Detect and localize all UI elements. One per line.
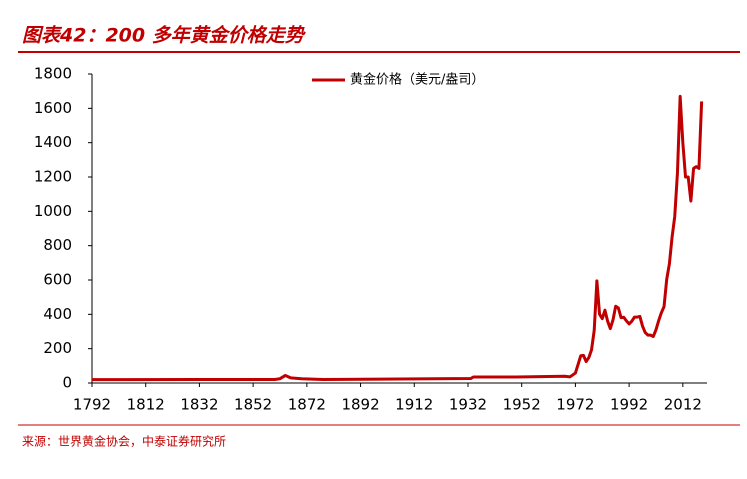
x-tick-label: 2012 [664, 396, 702, 414]
x-tick-label: 1932 [449, 396, 487, 414]
x-tick-label: 1852 [234, 396, 272, 414]
x-tick-label: 1812 [127, 396, 165, 414]
y-tick-label: 800 [43, 236, 72, 254]
x-tick-label: 1792 [73, 396, 111, 414]
series-line [91, 94, 704, 382]
y-tick-label: 1600 [34, 99, 72, 117]
x-tick-label: 1952 [503, 396, 541, 414]
y-tick-label: 1800 [34, 65, 72, 83]
y-tick-label: 200 [43, 339, 72, 357]
y-tick-label: 1000 [34, 202, 72, 220]
y-tick-label: 0 [62, 374, 72, 392]
chart-title: 图表42：200 多年黄金价格走势 [22, 25, 307, 47]
x-tick-label: 1992 [610, 396, 648, 414]
x-tick-label: 1832 [180, 396, 218, 414]
y-tick-label: 1200 [34, 168, 72, 186]
legend-label: 黄金价格（美元/盎司） [350, 72, 484, 88]
y-tick-label: 600 [43, 271, 72, 289]
x-tick-label: 1912 [395, 396, 433, 414]
y-tick-label: 400 [43, 305, 72, 323]
source: 来源：世界黄金协会，中泰证券研究所 [22, 434, 226, 449]
x-tick-label: 1892 [341, 396, 379, 414]
x-tick-label: 1972 [556, 396, 594, 414]
x-tick-label: 1872 [288, 396, 326, 414]
y-tick-label: 1400 [34, 133, 72, 151]
